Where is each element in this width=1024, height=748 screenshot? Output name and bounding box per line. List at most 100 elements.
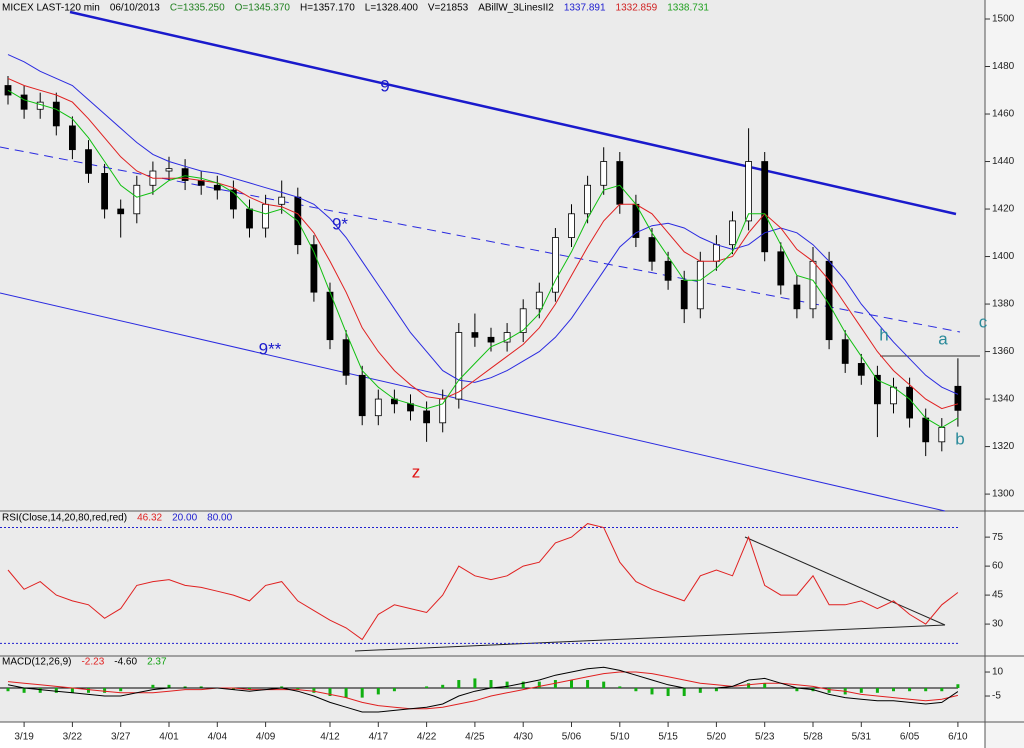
candle-body — [85, 149, 92, 174]
candle-body — [793, 284, 801, 310]
header-text: RSI(Close,14,20,80,red,red) — [2, 513, 127, 524]
header-text: MICEX LAST-120 min — [2, 3, 100, 14]
histogram-bar — [328, 688, 332, 697]
moving-average — [7, 54, 959, 395]
histogram-bar — [602, 681, 606, 689]
candle-body — [165, 168, 173, 172]
histogram-bar — [634, 688, 638, 692]
candle-body — [616, 161, 624, 205]
histogram-bar — [119, 688, 123, 692]
header-text: 06/10/2013 — [110, 3, 160, 14]
candle-body — [680, 279, 688, 310]
y-tick-label: 1300 — [992, 489, 1015, 500]
candle-body — [535, 291, 543, 310]
histogram-bar — [54, 688, 58, 693]
histogram-bar — [87, 688, 90, 693]
candle-body — [745, 161, 752, 222]
y-tick-label: 1440 — [992, 156, 1015, 167]
y-tick-label: 30 — [992, 619, 1004, 630]
candle-body — [423, 410, 431, 424]
candle-body — [326, 291, 334, 341]
annotation: c — [979, 312, 988, 331]
candle-body — [4, 85, 12, 96]
x-tick-label: 5/06 — [562, 732, 582, 743]
candle-body — [487, 336, 495, 343]
header-text: 80.00 — [207, 513, 232, 524]
annotation: z — [412, 462, 421, 481]
candle-body — [503, 332, 511, 343]
histogram-bar — [537, 681, 541, 689]
x-tick-label: 4/04 — [208, 732, 228, 743]
candle-body — [729, 220, 736, 246]
histogram-bar — [698, 688, 702, 693]
header-text: L=1328.400 — [365, 3, 419, 14]
histogram-bar — [618, 686, 622, 689]
trendline — [69, 10, 957, 216]
y-tick-label: 1480 — [992, 61, 1015, 72]
histogram-bar — [892, 688, 895, 692]
trendline — [354, 624, 946, 652]
header-text: C=1335.250 — [170, 3, 225, 14]
y-tick-label: 1400 — [992, 251, 1015, 262]
x-tick-label: 5/20 — [707, 732, 727, 743]
marks: MICEX LAST-120 min 06/10/2013 C=1335.250 O=… — [0, 3, 1015, 743]
y-tick-label: 1500 — [992, 14, 1015, 25]
trendline — [0, 292, 946, 512]
candle-body — [471, 332, 479, 338]
header-text: -2.23 — [81, 657, 104, 668]
x-tick-label: 4/25 — [465, 732, 485, 743]
header-text: 46.32 — [137, 513, 162, 524]
x-tick-label: 4/30 — [513, 732, 533, 743]
x-tick-label: 5/10 — [610, 732, 630, 743]
header-text: V=21853 — [428, 3, 469, 14]
moving-average — [7, 77, 959, 410]
candle-body — [841, 339, 849, 364]
histogram-bar — [167, 684, 171, 689]
histogram-bar — [827, 688, 831, 693]
candle-body — [229, 189, 237, 210]
candle-body — [600, 161, 608, 186]
candle-body — [342, 339, 350, 376]
header-text: 1337.891 — [564, 3, 606, 14]
candle-body — [648, 237, 656, 262]
trendline — [744, 536, 946, 626]
histogram-bar — [763, 683, 767, 689]
y-tick-label: 1380 — [992, 299, 1015, 310]
candle-body — [181, 168, 189, 181]
candle-body — [664, 260, 672, 281]
histogram-bar — [441, 684, 445, 689]
y-tick-label: -5 — [992, 691, 1001, 702]
candle-body — [809, 260, 817, 310]
plot-background — [0, 0, 985, 722]
candle-body — [954, 385, 962, 411]
histogram-bar — [586, 680, 590, 689]
header-text: 20.00 — [172, 513, 197, 524]
x-tick-label: 3/22 — [63, 732, 83, 743]
histogram-bar — [376, 688, 380, 695]
histogram-bar — [714, 688, 718, 692]
candle-body — [857, 363, 865, 376]
candle-body — [36, 101, 44, 110]
x-tick-label: 4/12 — [320, 732, 340, 743]
histogram-bar — [296, 688, 300, 690]
histogram-bar — [940, 688, 944, 692]
y-tick-label: 45 — [992, 590, 1004, 601]
candle-body — [777, 251, 785, 286]
header-text: ABillW_3LinesII2 — [478, 3, 554, 14]
header-text: 1332.859 — [616, 3, 658, 14]
histogram-bar — [248, 688, 251, 690]
y-tick-label: 10 — [992, 667, 1004, 678]
header-text: -4.60 — [114, 657, 137, 668]
y-tick-label: 60 — [992, 561, 1004, 572]
candle-body — [20, 94, 28, 110]
x-tick-label: 3/19 — [14, 732, 34, 743]
histogram-bar — [6, 688, 10, 692]
histogram-bar — [795, 688, 799, 692]
histogram-bar — [666, 688, 670, 697]
y-tick-label: 1340 — [992, 394, 1015, 405]
x-tick-label: 5/15 — [658, 732, 678, 743]
histogram-bar — [875, 688, 879, 693]
candle-body — [262, 203, 270, 229]
histogram-bar — [505, 681, 509, 689]
